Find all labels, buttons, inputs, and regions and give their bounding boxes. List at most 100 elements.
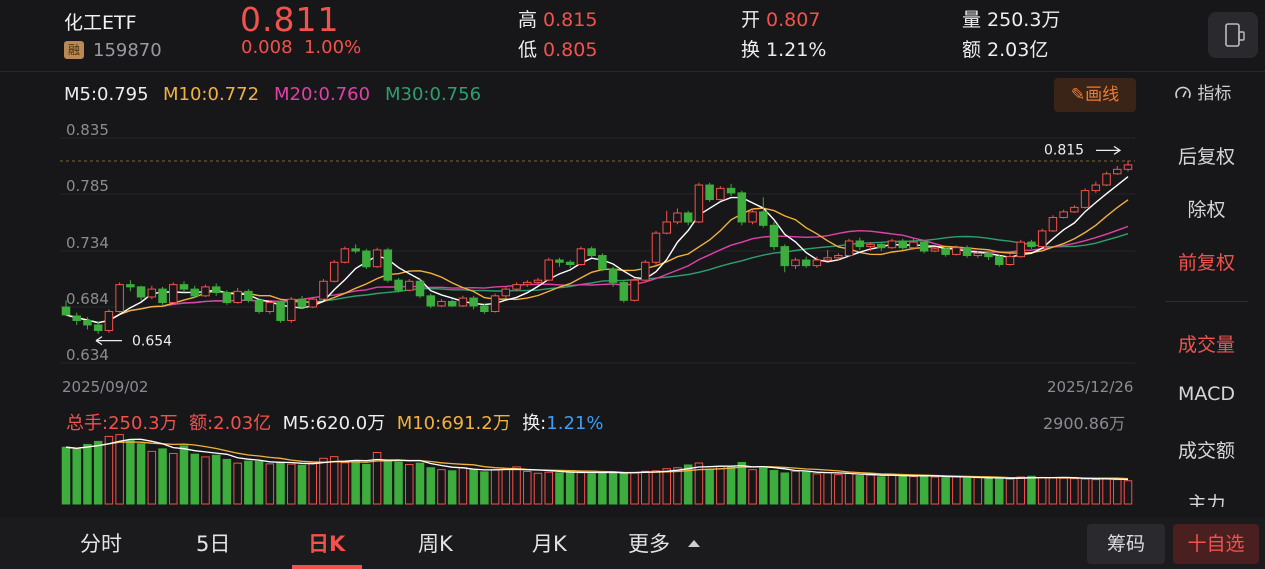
- volume-bar: [598, 471, 607, 505]
- volume-bar: [726, 466, 736, 505]
- candle-body: [405, 280, 414, 291]
- volume-bar: [683, 464, 693, 505]
- ma10-value: M10:0.772: [163, 84, 260, 105]
- candle-body: [662, 221, 671, 234]
- volume-bar: [362, 463, 371, 505]
- candle-body: [437, 300, 446, 307]
- candle-body: [694, 184, 704, 223]
- candle-body: [233, 290, 242, 304]
- volume-bar: [233, 462, 242, 505]
- candle-body: [898, 240, 907, 249]
- margin-badge: 融: [64, 41, 84, 59]
- volume-total: 总手:250.3万: [66, 413, 178, 434]
- y-tick-label: 0.734: [66, 234, 109, 252]
- volume-bar: [1016, 476, 1025, 505]
- chips-button[interactable]: 筹码: [1087, 524, 1165, 564]
- ma20-line: [65, 225, 1129, 324]
- sidebar-item-amount[interactable]: 成交额: [1177, 440, 1235, 462]
- low-stat: 低 0.805: [518, 39, 598, 61]
- volume-bar: [383, 459, 393, 505]
- volume-turnover-label: 换:: [522, 413, 547, 434]
- tab-weekly-k[interactable]: 周K: [418, 532, 453, 556]
- volume-bar: [480, 471, 489, 505]
- volume-bar: [855, 475, 865, 505]
- tab-intraday[interactable]: 分时: [80, 532, 122, 556]
- candlestick-chart[interactable]: 0.835 0.785 0.734 0.684 0.634 0.815 0.654: [0, 118, 1140, 398]
- volume-ma5-line: [65, 438, 1129, 481]
- candle-body: [254, 299, 264, 313]
- volume-axis-max: 2900.86万: [1043, 414, 1126, 433]
- volume-bar: [1091, 479, 1101, 505]
- volume-bar: [201, 456, 210, 505]
- volume-bar: [1123, 480, 1133, 505]
- sidebar-item-main-force[interactable]: 主力: [1187, 493, 1226, 507]
- low-marker-arrow: [95, 336, 122, 346]
- indicator-button[interactable]: 指标: [1174, 79, 1231, 104]
- draw-line-button[interactable]: ✎画线: [1054, 78, 1136, 112]
- ma20-value: M20:0.760: [274, 84, 371, 105]
- volume-bar: [512, 466, 521, 505]
- candle-body: [759, 211, 768, 226]
- ma10-line: [65, 199, 1129, 324]
- volume-bar: [426, 467, 435, 505]
- turnover-stat: 换 1.21%: [741, 39, 827, 61]
- candle-body: [61, 306, 71, 316]
- volume-bar: [630, 471, 639, 505]
- volume-bar: [115, 434, 124, 505]
- change-value: 0.008: [241, 37, 293, 58]
- candle-body: [115, 284, 124, 313]
- candle-body: [887, 240, 897, 249]
- volume-bar: [126, 439, 135, 505]
- landscape-toggle-button[interactable]: [1208, 12, 1258, 58]
- header-divider: [0, 71, 1265, 72]
- volume-bar: [190, 453, 199, 505]
- candle-body: [147, 288, 157, 298]
- volume-bar: [565, 470, 575, 505]
- tab-monthly-k[interactable]: 月K: [532, 532, 567, 556]
- volume-bar: [179, 445, 189, 505]
- candle-body: [340, 248, 350, 263]
- volume-bar: [791, 470, 800, 505]
- volume-bar: [748, 469, 757, 505]
- tab-more[interactable]: 更多: [628, 528, 703, 558]
- volume-bar: [394, 461, 403, 505]
- candle-body: [72, 315, 81, 321]
- amount-stat: 额 2.03亿: [962, 39, 1049, 61]
- add-watchlist-button[interactable]: 十自选: [1173, 524, 1259, 564]
- candle-body: [480, 305, 489, 313]
- ma5-value: M5:0.795: [64, 84, 149, 105]
- volume-bar: [834, 474, 843, 505]
- volume-bar: [844, 473, 854, 505]
- volume-bar: [919, 474, 929, 505]
- security-code: 159870: [93, 40, 162, 61]
- sidebar-item-post-adjusted[interactable]: 后复权: [1177, 146, 1235, 168]
- sidebar-item-ex-rights[interactable]: 除权: [1187, 199, 1226, 221]
- candle-body: [555, 259, 564, 263]
- volume-bar: [340, 462, 350, 505]
- y-tick-label: 0.785: [66, 177, 109, 195]
- candle-body: [834, 255, 843, 259]
- volume-bar: [351, 460, 360, 505]
- sidebar-item-macd[interactable]: MACD: [1178, 383, 1235, 405]
- candle-body: [83, 319, 92, 326]
- sidebar-item-volume[interactable]: 成交量: [1177, 334, 1235, 356]
- candle-body: [780, 246, 789, 267]
- tab-daily-k[interactable]: 日K: [308, 532, 346, 556]
- volume-bar: [619, 472, 629, 505]
- candle-body: [812, 259, 822, 267]
- volume-amount: 额:2.03亿: [189, 413, 272, 434]
- low-marker-label: 0.654: [132, 334, 172, 350]
- sidebar-divider: [1166, 301, 1248, 302]
- candle-body: [877, 243, 886, 249]
- volume-bar: [608, 471, 618, 505]
- change-percent: 1.00%: [303, 37, 362, 58]
- volume-bar: [705, 468, 714, 505]
- volume-bar: [147, 450, 157, 505]
- tab-5day[interactable]: 5日: [196, 532, 231, 556]
- y-tick-label: 0.634: [66, 346, 109, 364]
- price-change: 0.008 1.00%: [241, 37, 361, 58]
- sidebar-item-pre-adjusted[interactable]: 前复权: [1177, 252, 1235, 274]
- volume-bar: [1027, 475, 1036, 505]
- volume-chart[interactable]: [0, 428, 1140, 508]
- candle-body: [372, 249, 382, 268]
